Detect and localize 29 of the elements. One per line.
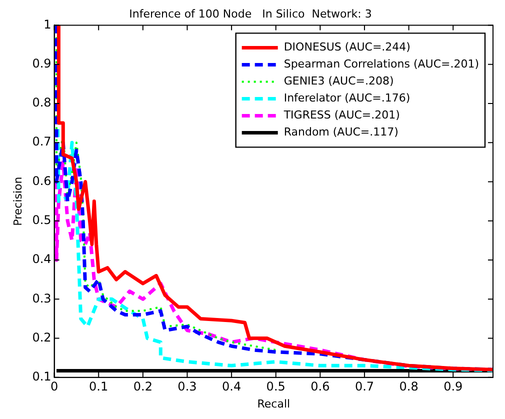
x-tick-label: 0.8 bbox=[399, 380, 418, 394]
x-axis-title: Recall bbox=[257, 397, 290, 410]
legend-label: Inferelator (AUC=.176) bbox=[284, 92, 410, 105]
x-tick-label: 0.7 bbox=[354, 380, 374, 394]
y-tick-label: 0.6 bbox=[32, 174, 52, 188]
x-tick-label: 0.2 bbox=[133, 380, 152, 394]
legend-label: Spearman Correlations (AUC=.201) bbox=[284, 58, 480, 71]
legend-label: Random (AUC=.117) bbox=[284, 126, 398, 139]
x-tick-label: 0.4 bbox=[222, 380, 242, 394]
x-tick-label: 0.9 bbox=[444, 380, 463, 394]
y-tick-label: 0.3 bbox=[32, 291, 52, 306]
legend-label: TIGRESS (AUC=.201) bbox=[282, 108, 400, 122]
y-tick-label: 0.7 bbox=[32, 134, 52, 149]
y-tick-label: 0.5 bbox=[32, 212, 52, 227]
legend-label: GENIE3 (AUC=.208) bbox=[284, 74, 394, 88]
y-tick-label: 0.8 bbox=[32, 96, 52, 110]
chart-title: Inference of 100 Node In Silico Network: 3 bbox=[129, 7, 372, 20]
x-tick-label: 0.6 bbox=[310, 380, 330, 394]
x-tick-label: 0.1 bbox=[89, 380, 108, 394]
x-tick-label: 0.5 bbox=[266, 380, 286, 394]
y-axis-title: Precision bbox=[11, 176, 24, 226]
y-tick-label: 1 bbox=[44, 17, 52, 32]
y-tick-label: 0.9 bbox=[32, 56, 52, 70]
y-tick-label: 0.1 bbox=[32, 370, 52, 384]
x-tick-label: 0 bbox=[50, 380, 58, 394]
x-tick-label: 0.3 bbox=[178, 380, 197, 394]
y-tick-label: 0.2 bbox=[32, 330, 52, 344]
legend-label: DIONESUS (AUC=.244) bbox=[284, 40, 410, 54]
y-tick-label: 0.4 bbox=[32, 252, 52, 266]
